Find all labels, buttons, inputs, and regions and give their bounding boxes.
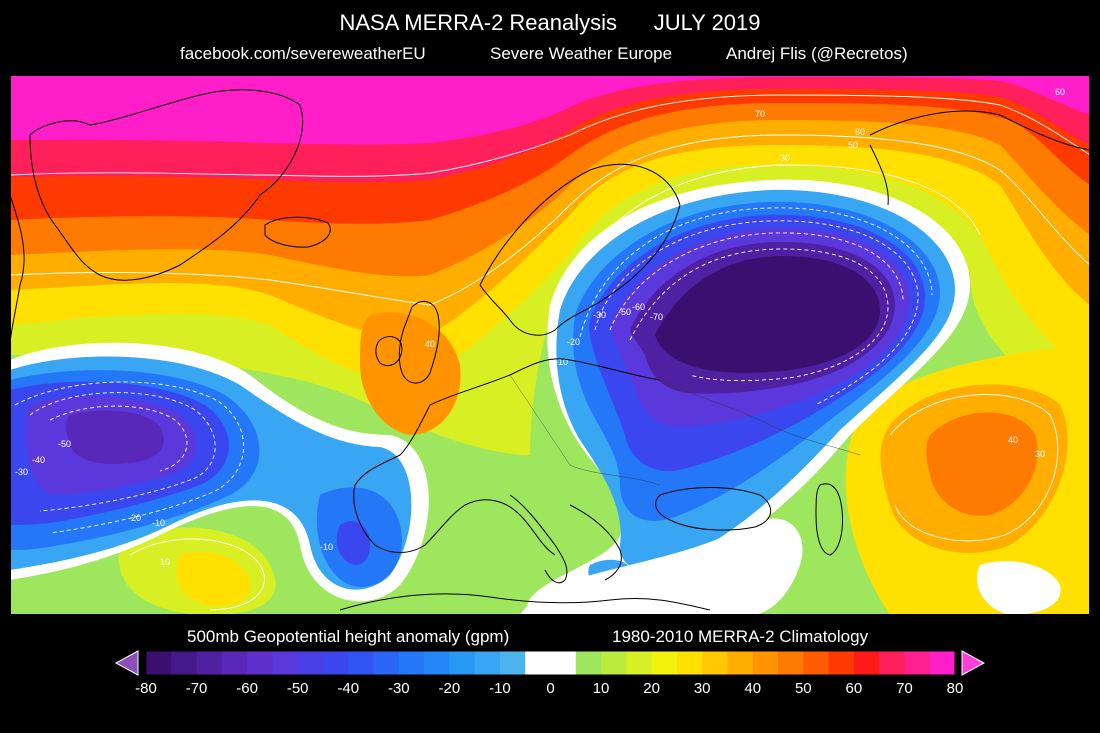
credit-facebook: facebook.com/severeweatherEU xyxy=(180,44,426,63)
map-frame xyxy=(10,75,1090,615)
colorbar-bin xyxy=(727,651,754,675)
contour-label: 40 xyxy=(1008,435,1018,445)
legend-climatology: 1980-2010 MERRA-2 Climatology xyxy=(612,627,869,646)
colorbar-bin xyxy=(424,651,450,675)
contour-label: 70 xyxy=(755,109,765,119)
positive-anomaly-atlantic-south xyxy=(118,527,276,615)
colorbar-bin xyxy=(449,651,476,675)
colorbar-tick-label: -10 xyxy=(489,680,511,697)
colorbar-bin xyxy=(196,651,223,675)
colorbar-bin xyxy=(297,651,324,675)
negative-anomaly-central-europe xyxy=(527,179,970,615)
colorbar-bin xyxy=(702,651,728,675)
positive-anomaly-north xyxy=(10,75,1090,455)
colorbar-bin xyxy=(221,651,248,675)
colorbar-tick-label: 0 xyxy=(546,680,555,697)
colorbar-bin xyxy=(348,651,375,675)
contour-label: 30 xyxy=(1035,449,1045,459)
colorbar-tick-label: 50 xyxy=(794,680,812,697)
contour-label: -30 xyxy=(15,467,28,477)
colorbar-tick-label: -50 xyxy=(286,680,309,697)
colorbar xyxy=(114,650,986,676)
colorbar-bin xyxy=(651,651,678,675)
colorbar-bin xyxy=(601,651,627,675)
contour-label: -50 xyxy=(58,439,71,449)
colorbar-tick-label: -30 xyxy=(387,680,410,697)
colorbar-over-arrow xyxy=(961,650,986,676)
contour-label: -10 xyxy=(152,518,165,528)
contour-label: -20 xyxy=(567,337,580,347)
colorbar-bin xyxy=(828,651,855,675)
colorbar-bin xyxy=(525,651,551,675)
near-zero-mediterranean xyxy=(520,518,803,615)
colorbar-bins xyxy=(145,650,956,676)
contour-label: -40 xyxy=(32,455,45,465)
colorbar-bin xyxy=(803,651,830,675)
contour-label: 10 xyxy=(160,557,170,567)
contour-label: -10 xyxy=(320,542,333,552)
map-title: NASA MERRA-2 Reanalysis JULY 2019 xyxy=(339,10,761,35)
contour-label: -50 xyxy=(618,307,631,317)
legend-title: 500mb Geopotential height anomaly (gpm) xyxy=(187,627,510,646)
positive-anomaly-uk xyxy=(360,312,461,435)
positive-anomaly-east xyxy=(845,345,1090,615)
colorbar-tick-label: -70 xyxy=(185,680,208,697)
colorbar-bin xyxy=(575,651,602,675)
colorbar-tick-label: 80 xyxy=(946,680,964,697)
credit-author: Andrej Flis (@Recretos) xyxy=(726,44,908,63)
colorbar-bin xyxy=(146,651,172,675)
colorbar-bin xyxy=(550,651,577,675)
colorbar-tick-label: 60 xyxy=(845,680,863,697)
contour-label: -60 xyxy=(632,302,645,312)
contour-label: -20 xyxy=(128,513,141,523)
colorbar-bin xyxy=(879,651,905,675)
colorbar-tick-label: -40 xyxy=(337,680,360,697)
contour-label: 30 xyxy=(780,153,790,163)
colorbar-tick-label: 10 xyxy=(592,680,610,697)
colorbar-bin xyxy=(171,651,198,675)
colorbar-tick-label: -60 xyxy=(236,680,258,697)
contour-labels: 70 60 50 30 60 -70 -60 -50 -30 -20 -10 -… xyxy=(15,87,1065,567)
contour-label: 50 xyxy=(848,140,858,150)
contour-label: -70 xyxy=(650,312,663,322)
credit-site: Severe Weather Europe xyxy=(490,44,673,63)
colorbar-bin xyxy=(752,651,779,675)
colorbar-under-arrow xyxy=(114,650,139,676)
colorbar-bin xyxy=(474,651,501,675)
colorbar-bin xyxy=(373,651,400,675)
contour-label: 40 xyxy=(425,339,435,349)
colorbar-bin xyxy=(929,651,956,675)
contour-label: -30 xyxy=(593,310,606,320)
colorbar-bin xyxy=(398,651,425,675)
colorbar-tick-label: -20 xyxy=(438,680,461,697)
colorbar-bin xyxy=(272,651,299,675)
negative-anomaly-atlantic xyxy=(10,342,429,602)
colorbar-tick-label: 70 xyxy=(896,680,913,697)
contour-lines xyxy=(10,94,1090,611)
colorbar-bin xyxy=(778,651,804,675)
colorbar-tick-label: 40 xyxy=(744,680,762,697)
coastlines xyxy=(10,89,1090,611)
colorbar-bin xyxy=(247,651,273,675)
contour-label: -10 xyxy=(555,357,568,367)
colorbar-tick-label: 20 xyxy=(643,680,660,697)
colorbar-tick-label: 30 xyxy=(693,680,711,697)
contour-label: 10 xyxy=(958,263,968,273)
anomaly-map: 70 60 50 30 60 -70 -60 -50 -30 -20 -10 -… xyxy=(10,75,1090,615)
colorbar-tick-label: -80 xyxy=(135,680,157,697)
colorbar-bin xyxy=(499,651,526,675)
contour-label: 60 xyxy=(855,127,865,137)
colorbar-bin xyxy=(322,651,349,675)
colorbar-bin xyxy=(904,651,931,675)
colorbar-bin xyxy=(626,651,653,675)
colorbar-bin xyxy=(676,651,703,675)
contour-label: 60 xyxy=(1055,87,1065,97)
colorbar-frame xyxy=(145,650,956,676)
colorbar-bin xyxy=(853,651,880,675)
